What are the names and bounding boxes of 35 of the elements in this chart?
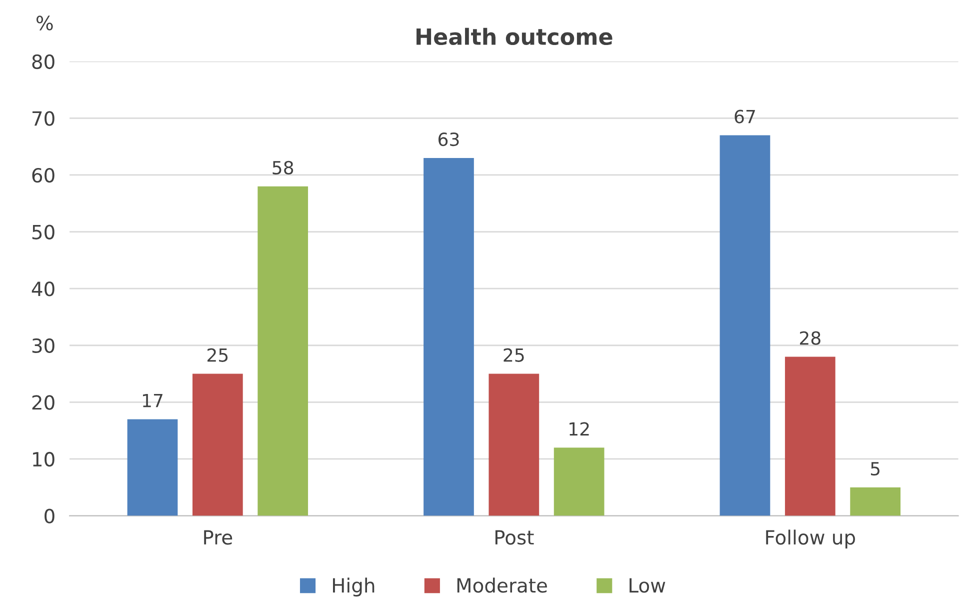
bar [720,135,770,516]
bar [850,487,901,516]
y-tick-label: 50 [32,224,54,240]
y-tick-label: 30 [32,338,54,354]
y-tick-label: 60 [32,168,54,183]
y-tick-label: 0 [44,508,54,524]
data-label: 25 [208,348,228,362]
y-tick-label: 40 [32,282,54,296]
data-label: 28 [800,331,820,345]
legend-label: Low [630,578,666,593]
bar [258,186,308,516]
x-tick-label: Post [495,530,534,545]
data-label: 12 [570,422,589,436]
data-label: 67 [734,110,755,124]
bar [488,374,540,516]
bar [424,158,474,516]
bar [192,374,243,516]
bar [127,419,178,516]
x-tick-label: Follow up [766,530,856,548]
data-label: 58 [272,160,294,175]
legend-label: High [333,578,374,596]
data-label: 17 [142,394,162,408]
legend-label: Moderate [457,578,547,593]
y-tick-label: 20 [32,395,54,410]
data-label: 63 [438,132,459,146]
y-tick-label: 70 [32,111,54,126]
y-axis-title: % [36,16,53,30]
y-tick-label: 80 [32,54,54,70]
x-tick-label: Pre [204,530,232,545]
y-tick-label: 10 [33,452,54,467]
data-label: 5 [870,462,880,476]
bar [554,448,604,516]
bar [784,356,836,516]
chart-title: Health outcome [416,28,612,46]
data-label: 25 [504,348,524,362]
